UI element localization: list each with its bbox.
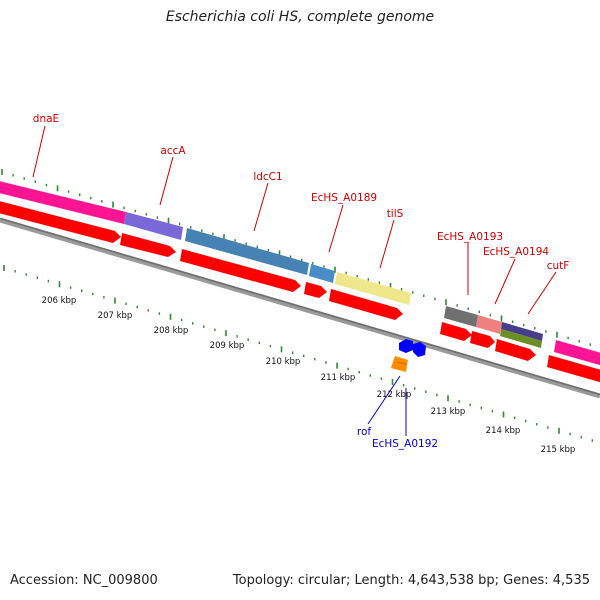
gene-block-EcHS_A0192[interactable]	[391, 356, 408, 372]
scale-label: 206 kbp	[42, 296, 77, 306]
upper-tick-track	[1, 169, 591, 346]
gene-label-rof[interactable]: rof	[357, 426, 372, 438]
gene-block-EcHS_A0194[interactable]	[476, 315, 502, 334]
gene-label-accA[interactable]: accA	[160, 145, 186, 157]
gene-block-next[interactable]	[554, 340, 600, 366]
scale-label: 210 kbp	[266, 357, 301, 367]
scale-label: 215 kbp	[541, 445, 576, 455]
gene-label-tilS[interactable]: tilS	[387, 208, 404, 220]
gene-block-ldcC1[interactable]	[185, 228, 309, 275]
gene-block-accA[interactable]	[124, 212, 183, 240]
scale-label: 208 kbp	[154, 326, 189, 336]
scale-label: 211 kbp	[321, 373, 356, 383]
scale-label: 213 kbp	[431, 407, 466, 417]
bottom-label-leaders	[367, 375, 407, 436]
gene-block-cutF-lower[interactable]	[500, 329, 542, 348]
cds-arrow[interactable]	[440, 322, 472, 341]
gene-label-EcHS_A0193[interactable]: EcHS_A0193	[437, 231, 503, 243]
cds-arrow-track	[0, 200, 600, 383]
cds-arrow[interactable]	[120, 233, 176, 257]
scale-label: 212 kbp	[377, 390, 412, 400]
gene-block-tilS[interactable]	[335, 272, 411, 305]
gene-label-dnaE[interactable]: dnaE	[33, 113, 59, 125]
scale-label: 207 kbp	[98, 311, 133, 321]
cds-arrow[interactable]	[304, 282, 327, 298]
cds-arrow[interactable]	[180, 249, 301, 292]
cds-arrow[interactable]	[495, 339, 536, 361]
genome-summary-text: Topology: circular; Length: 4,643,538 bp…	[232, 573, 590, 588]
scale-labels: 206 kbp 207 kbp 208 kbp 209 kbp 210 kbp …	[42, 296, 576, 455]
scale-label: 209 kbp	[210, 341, 245, 351]
gene-label-EcHS_A0189[interactable]: EcHS_A0189	[311, 192, 377, 204]
gene-label-ldcC1[interactable]: ldcC1	[253, 171, 282, 183]
gene-label-EcHS_A0192[interactable]: EcHS_A0192	[372, 438, 438, 450]
top-label-leaders	[32, 125, 557, 315]
cds-arrow[interactable]	[0, 200, 121, 243]
scale-label: 214 kbp	[486, 426, 521, 436]
gene-block-cutF-upper[interactable]	[501, 322, 543, 341]
gene-block-dnaE[interactable]	[0, 180, 126, 224]
cds-arrow[interactable]	[329, 289, 403, 320]
bottom-gene-labels: rof EcHS_A0192	[357, 426, 438, 450]
gene-feature-track	[0, 180, 600, 366]
reverse-strand-features	[391, 339, 426, 372]
genome-backbone	[0, 217, 600, 399]
gene-block-EcHS_A0189[interactable]	[309, 264, 335, 283]
cds-arrow[interactable]	[547, 355, 600, 383]
gene-label-EcHS_A0194[interactable]: EcHS_A0194	[483, 246, 549, 258]
gene-label-cutF[interactable]: cutF	[547, 260, 570, 272]
lower-tick-track	[3, 265, 593, 442]
map-title: Escherichia coli HS, complete genome	[165, 9, 435, 25]
gene-block-rof[interactable]	[399, 339, 413, 353]
accession-text: Accession: NC_009800	[10, 573, 158, 588]
gene-block-rof-2[interactable]	[413, 342, 426, 357]
gene-block-EcHS_A0193[interactable]	[444, 306, 478, 327]
top-gene-labels: dnaE accA ldcC1 EcHS_A0189 tilS EcHS_A01…	[33, 113, 569, 272]
cds-arrow[interactable]	[470, 331, 495, 348]
